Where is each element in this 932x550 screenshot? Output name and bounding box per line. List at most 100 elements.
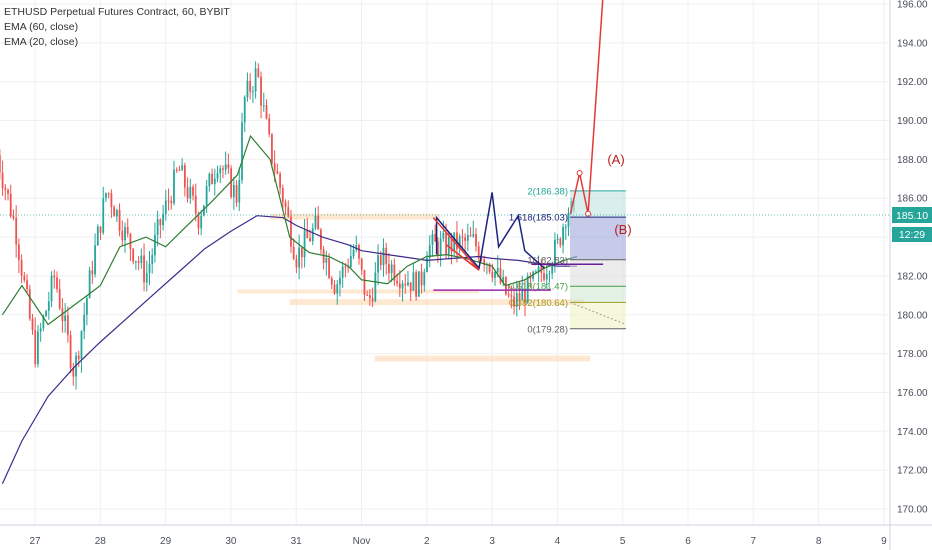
candle: [494, 270, 496, 286]
price-tick-label: 174.00: [897, 427, 928, 438]
candle: [388, 253, 390, 282]
wave-b-point: [585, 210, 592, 217]
ema-fast-legend[interactable]: EMA (20, close): [4, 36, 79, 48]
price-tick-label: 178.00: [897, 349, 928, 360]
candle: [58, 279, 61, 311]
candle: [488, 262, 491, 274]
candle: [183, 162, 186, 197]
candle: [50, 271, 53, 308]
candle: [553, 232, 556, 273]
zone-band: [270, 213, 440, 220]
candle: [80, 330, 83, 373]
candle: [69, 330, 72, 374]
candle: [426, 251, 428, 273]
candle: [524, 280, 526, 317]
candle: [257, 63, 260, 78]
candle: [23, 271, 26, 283]
candle: [366, 290, 369, 296]
candle: [472, 220, 475, 238]
candlesticks: [0, 61, 575, 390]
candle: [4, 184, 7, 201]
candle: [368, 289, 371, 306]
candle: [325, 250, 328, 276]
candle: [235, 180, 238, 207]
candle: [401, 280, 404, 302]
time-tick-label: 29: [160, 536, 172, 547]
candle: [311, 223, 314, 246]
candle: [26, 274, 28, 293]
candle: [181, 158, 184, 171]
time-tick-label: 27: [29, 536, 41, 547]
candle: [559, 237, 562, 248]
time-tick-label: 30: [225, 536, 237, 547]
candle: [143, 243, 145, 292]
candle: [333, 280, 336, 295]
candle: [145, 260, 148, 292]
ema-20-line: [1, 134, 578, 326]
price-tick-label: 192.00: [897, 77, 928, 88]
candle: [186, 177, 189, 203]
candle: [7, 188, 9, 201]
candle: [162, 205, 164, 231]
candle: [469, 226, 472, 237]
chart-legend: ETHUSD Perpetual Futures Contract, 60, B…: [4, 5, 230, 50]
price-tick-label: 186.00: [897, 194, 928, 205]
candle: [164, 189, 167, 221]
ema-slow-legend[interactable]: EMA (60, close): [4, 21, 79, 33]
zone-band: [289, 299, 584, 306]
time-axis: 27 28 29 30 31 Nov 2 3 4 5 6 7 8 9: [29, 536, 887, 547]
price-tick-label: 176.00: [897, 388, 928, 399]
candle: [428, 235, 431, 268]
time-tick-label: Nov: [353, 536, 371, 547]
candle: [292, 238, 295, 261]
wave-a-label: (A): [607, 152, 624, 167]
candle: [12, 209, 15, 221]
candle: [227, 153, 230, 174]
candle: [262, 92, 265, 112]
candle: [382, 238, 385, 277]
last-price-marker: 185.10 12:29: [0, 207, 932, 242]
fib-level-label: 0.618(181.47): [509, 282, 568, 293]
candle: [317, 206, 320, 230]
candle: [86, 296, 88, 326]
candle: [17, 238, 20, 274]
candle: [132, 247, 135, 265]
fib-zone-0382: [570, 302, 626, 329]
candle: [9, 184, 12, 219]
candle: [124, 222, 126, 253]
symbol-title[interactable]: ETHUSD Perpetual Futures Contract, 60, B…: [4, 6, 230, 18]
price-tick-label: 188.00: [897, 155, 928, 166]
candle: [72, 362, 75, 386]
time-tick-label: 3: [489, 536, 495, 547]
candle: [300, 247, 303, 269]
candle: [203, 205, 205, 217]
candle: [216, 165, 219, 183]
price-axis: 196.00194.00192.00190.00188.00186.00184.…: [897, 0, 928, 516]
candle: [254, 61, 257, 99]
wave-projection: [569, 0, 604, 217]
price-tick-label: 180.00: [897, 310, 928, 321]
candle: [94, 233, 96, 278]
candle: [213, 168, 216, 196]
triangle-pattern-edge: [455, 252, 480, 271]
candle: [189, 178, 192, 204]
candle: [420, 263, 423, 294]
candle: [358, 243, 360, 265]
candle: [192, 184, 194, 201]
candle: [543, 263, 545, 282]
fib-level-label: 0.382(180.64): [509, 298, 568, 309]
candle: [170, 195, 173, 210]
candle: [47, 291, 50, 320]
fib-level-label: 1(182.83): [527, 255, 568, 266]
support-zones: [237, 213, 591, 362]
fib-level-label: 2(186.38): [527, 186, 568, 197]
candle: [178, 165, 181, 172]
candle: [1, 160, 4, 196]
candle: [77, 350, 80, 368]
candle: [137, 256, 140, 271]
candle: [336, 280, 339, 305]
candle: [423, 268, 426, 292]
price-tick-label: 182.00: [897, 271, 928, 282]
candle: [412, 263, 415, 291]
